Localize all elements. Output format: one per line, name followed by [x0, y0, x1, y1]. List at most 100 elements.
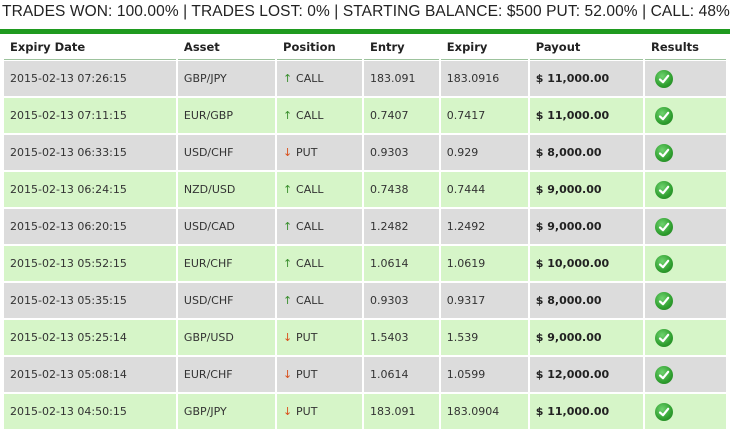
- cell-result: [645, 172, 726, 208]
- arrow-up-icon: ↑: [283, 257, 293, 270]
- cell-entry: 183.091: [363, 394, 439, 430]
- table-row: 2015-02-13 04:50:15 GBP/JPY ↓ PUT 183.091 183…: [4, 394, 726, 430]
- cell-entry: 1.0614: [363, 246, 439, 282]
- cell-result: [645, 283, 726, 319]
- cell-result: [645, 135, 726, 171]
- cell-position: ↓ PUT: [277, 357, 362, 393]
- table-header-row: Expiry Date Asset Position Entry Expiry …: [4, 35, 726, 60]
- cell-result: [645, 98, 726, 134]
- accent-bar: [0, 29, 730, 34]
- cell-asset: USD/CAD: [177, 209, 276, 245]
- position-label: CALL: [296, 72, 324, 85]
- cell-expiry-date: 2015-02-13 06:33:15: [4, 135, 176, 171]
- cell-position: ↓ PUT: [277, 135, 362, 171]
- header-position: Position: [277, 35, 362, 60]
- cell-position: ↑ CALL: [277, 61, 362, 97]
- cell-asset: GBP/JPY: [177, 61, 276, 97]
- cell-asset: USD/CHF: [177, 135, 276, 171]
- cell-entry: 0.7438: [363, 172, 439, 208]
- header-payout: Payout: [529, 35, 644, 60]
- cell-expiry: 0.9317: [440, 283, 528, 319]
- arrow-up-icon: ↑: [283, 109, 293, 122]
- cell-expiry: 1.0599: [440, 357, 528, 393]
- arrow-up-icon: ↑: [283, 294, 293, 307]
- cell-position: ↑ CALL: [277, 246, 362, 282]
- arrow-down-icon: ↓: [283, 368, 293, 381]
- cell-position: ↓ PUT: [277, 394, 362, 430]
- cell-expiry: 0.7417: [440, 98, 528, 134]
- cell-asset: NZD/USD: [177, 172, 276, 208]
- header-expiry: Expiry: [440, 35, 528, 60]
- arrow-down-icon: ↓: [283, 146, 293, 159]
- position-label: PUT: [296, 368, 318, 381]
- cell-expiry: 1.539: [440, 320, 528, 356]
- check-icon: [655, 291, 674, 310]
- cell-asset: EUR/GBP: [177, 98, 276, 134]
- cell-payout: $ 11,000.00: [529, 394, 644, 430]
- cell-asset: USD/CHF: [177, 283, 276, 319]
- check-icon: [655, 106, 674, 125]
- cell-position: ↑ CALL: [277, 172, 362, 208]
- table-row: 2015-02-13 05:52:15 EUR/CHF ↑ CALL 1.0614 1.0…: [4, 246, 726, 282]
- cell-entry: 183.091: [363, 61, 439, 97]
- header-expiry-date: Expiry Date: [4, 35, 176, 60]
- table-row: 2015-02-13 05:35:15 USD/CHF ↑ CALL 0.9303 0.9…: [4, 283, 726, 319]
- cell-expiry-date: 2015-02-13 05:35:15: [4, 283, 176, 319]
- cell-entry: 1.0614: [363, 357, 439, 393]
- check-icon: [655, 180, 674, 199]
- check-icon: [655, 143, 674, 162]
- table-row: 2015-02-13 07:11:15 EUR/GBP ↑ CALL 0.7407 0.7…: [4, 98, 726, 134]
- cell-entry: 0.9303: [363, 135, 439, 171]
- cell-payout: $ 9,000.00: [529, 209, 644, 245]
- arrow-up-icon: ↑: [283, 183, 293, 196]
- arrow-down-icon: ↓: [283, 405, 293, 418]
- cell-result: [645, 394, 726, 430]
- cell-entry: 0.9303: [363, 283, 439, 319]
- cell-position: ↑ CALL: [277, 98, 362, 134]
- check-icon: [655, 328, 674, 347]
- cell-result: [645, 246, 726, 282]
- cell-expiry: 0.929: [440, 135, 528, 171]
- cell-result: [645, 357, 726, 393]
- table-row: 2015-02-13 07:26:15 GBP/JPY ↑ CALL 183.091 18…: [4, 61, 726, 97]
- cell-expiry-date: 2015-02-13 06:20:15: [4, 209, 176, 245]
- cell-entry: 1.2482: [363, 209, 439, 245]
- check-icon: [655, 69, 674, 88]
- header-results: Results: [645, 35, 726, 60]
- cell-expiry-date: 2015-02-13 06:24:15: [4, 172, 176, 208]
- cell-result: [645, 209, 726, 245]
- cell-expiry-date: 2015-02-13 07:26:15: [4, 61, 176, 97]
- trade-summary: TRADES WON: 100.00% | TRADES LOST: 0% | …: [2, 3, 730, 20]
- cell-asset: GBP/JPY: [177, 394, 276, 430]
- check-icon: [655, 254, 674, 273]
- cell-payout: $ 11,000.00: [529, 61, 644, 97]
- arrow-down-icon: ↓: [283, 331, 293, 344]
- position-label: CALL: [296, 183, 324, 196]
- cell-payout: $ 12,000.00: [529, 357, 644, 393]
- cell-asset: EUR/CHF: [177, 357, 276, 393]
- header-asset: Asset: [177, 35, 276, 60]
- header-entry: Entry: [363, 35, 439, 60]
- cell-asset: GBP/USD: [177, 320, 276, 356]
- cell-position: ↑ CALL: [277, 283, 362, 319]
- position-label: CALL: [296, 220, 324, 233]
- table-row: 2015-02-13 06:24:15 NZD/USD ↑ CALL 0.7438 0.7…: [4, 172, 726, 208]
- cell-asset: EUR/CHF: [177, 246, 276, 282]
- cell-entry: 1.5403: [363, 320, 439, 356]
- position-label: PUT: [296, 146, 318, 159]
- cell-expiry-date: 2015-02-13 04:50:15: [4, 394, 176, 430]
- cell-entry: 0.7407: [363, 98, 439, 134]
- position-label: CALL: [296, 109, 324, 122]
- table-row: 2015-02-13 06:33:15 USD/CHF ↓ PUT 0.9303 0.92…: [4, 135, 726, 171]
- cell-expiry-date: 2015-02-13 05:52:15: [4, 246, 176, 282]
- table-row: 2015-02-13 05:25:14 GBP/USD ↓ PUT 1.5403 1.53…: [4, 320, 726, 356]
- cell-payout: $ 9,000.00: [529, 320, 644, 356]
- cell-expiry-date: 2015-02-13 05:25:14: [4, 320, 176, 356]
- cell-result: [645, 61, 726, 97]
- cell-expiry: 1.0619: [440, 246, 528, 282]
- cell-payout: $ 8,000.00: [529, 135, 644, 171]
- check-icon: [655, 217, 674, 236]
- position-label: CALL: [296, 294, 324, 307]
- arrow-up-icon: ↑: [283, 72, 293, 85]
- cell-expiry: 183.0904: [440, 394, 528, 430]
